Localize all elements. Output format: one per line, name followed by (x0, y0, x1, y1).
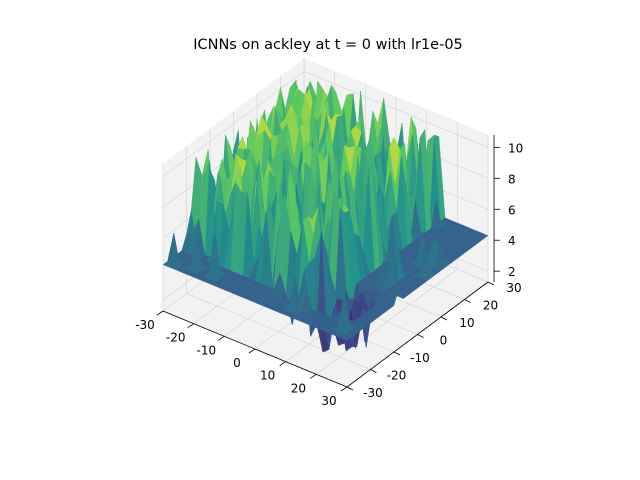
x-tick-mark (310, 374, 317, 379)
y-tick-label: 0 (440, 334, 448, 348)
x-tick-mark (187, 323, 194, 328)
z-tick-label: 8 (508, 172, 516, 186)
y-tick-mark (393, 351, 401, 356)
y-tick-label: 10 (459, 316, 474, 330)
y-tick-mark (370, 369, 377, 373)
y-tick-mark (346, 386, 354, 391)
y-tick-label: -10 (410, 351, 430, 365)
y-tick-mark (464, 299, 471, 303)
surface-patch (340, 334, 352, 341)
x-tick-label: 10 (260, 369, 275, 383)
y-tick-label: 30 (506, 281, 521, 295)
x-tick-label: 30 (321, 394, 336, 408)
chart-title: ICNNs on ackley at t = 0 with lr1e-05 (193, 37, 463, 53)
y-tick-mark (487, 281, 495, 286)
z-tick-label: 4 (508, 234, 516, 248)
x-tick-label: -20 (166, 331, 186, 345)
x-tick-mark (156, 310, 164, 316)
y-tick-label: -20 (387, 369, 407, 383)
z-grid-back (303, 71, 489, 148)
x-tick-mark (218, 336, 225, 341)
axes (156, 135, 500, 392)
x-tick-mark (279, 361, 286, 366)
x-tick-mark (340, 386, 348, 392)
y-grid-floor (186, 293, 371, 370)
y-tick-label: -30 (363, 386, 383, 400)
y-tick-mark (417, 334, 424, 338)
z-tick-label: 6 (508, 203, 516, 217)
x-tick-mark (248, 348, 256, 354)
z-tick-label: 2 (508, 265, 516, 279)
surface-plot (162, 79, 489, 353)
x-tick-label: 0 (233, 356, 241, 370)
y-tick-mark (440, 316, 448, 321)
x-tick-label: 20 (291, 381, 306, 395)
x-tick-label: -30 (135, 318, 155, 332)
z-tick-label: 10 (508, 141, 523, 155)
x-tick-label: -10 (197, 343, 217, 357)
y-tick-label: 20 (483, 299, 498, 313)
